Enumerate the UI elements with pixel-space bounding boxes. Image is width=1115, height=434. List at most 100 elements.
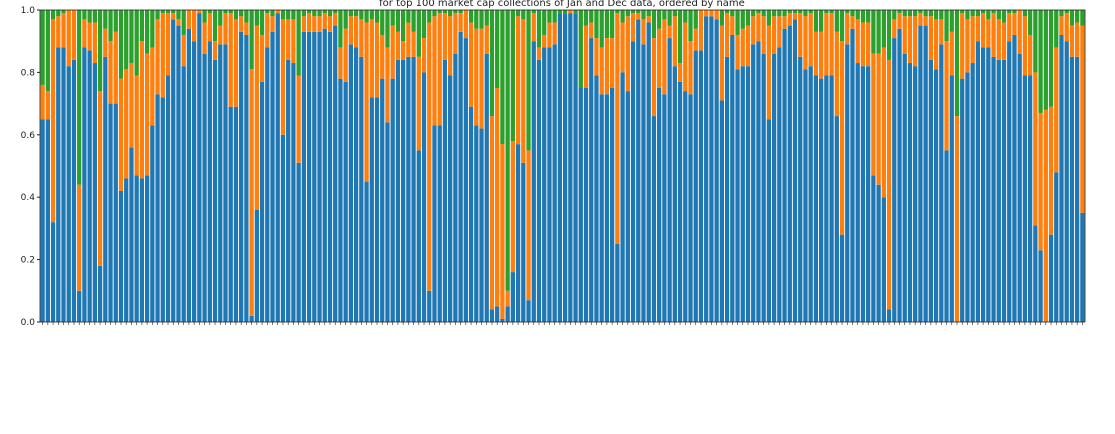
bar-series2 — [400, 41, 406, 60]
bar-series2 — [165, 13, 171, 76]
bar-series2 — [474, 28, 479, 126]
bar-series3 — [448, 10, 453, 17]
bar-series2 — [364, 22, 369, 182]
bar-series1 — [798, 56, 803, 323]
bar-series1 — [913, 66, 918, 322]
bar-series3 — [468, 10, 474, 23]
bar-series2 — [489, 116, 495, 310]
bar-series1 — [824, 75, 829, 323]
bar-series2 — [45, 91, 50, 120]
bar-series3 — [432, 10, 437, 17]
bar-series2 — [1038, 112, 1043, 251]
bar-series1 — [301, 31, 307, 323]
bar-series2 — [902, 16, 907, 54]
bar-series2 — [892, 19, 897, 39]
bar-series1 — [380, 78, 385, 322]
bar-series1 — [333, 25, 338, 322]
bar-series1 — [599, 94, 604, 323]
bar-series2 — [646, 16, 651, 23]
bar-series3 — [40, 10, 45, 85]
bar-series3 — [907, 10, 913, 17]
bar-series1 — [918, 25, 923, 322]
bar-series3 — [636, 10, 641, 14]
bar-series3 — [986, 10, 991, 20]
bar-series2 — [688, 41, 693, 95]
bar-series3 — [301, 10, 307, 17]
bar-series1 — [542, 47, 547, 322]
bar-series1 — [317, 31, 322, 323]
bar-series3 — [1007, 10, 1012, 14]
bar-series2 — [886, 59, 892, 310]
bar-series2 — [662, 19, 667, 95]
bar-series2 — [954, 116, 960, 322]
bar-series3 — [970, 10, 975, 17]
bar-series2 — [254, 25, 259, 210]
bar-series1 — [343, 81, 348, 322]
bar-series3 — [165, 10, 171, 14]
bar-series1 — [113, 103, 118, 322]
bar-series1 — [526, 300, 531, 322]
bar-series2 — [87, 22, 92, 51]
bar-series3 — [77, 10, 82, 185]
bar-series3 — [688, 10, 693, 42]
bar-series2 — [583, 25, 589, 89]
bar-series2 — [390, 25, 395, 79]
bar-series3 — [510, 10, 516, 142]
bar-series3 — [792, 10, 798, 14]
bar-series1 — [1054, 172, 1059, 322]
bar-series1 — [218, 44, 223, 322]
bar-series3 — [808, 10, 813, 14]
bar-series2 — [343, 28, 348, 82]
bar-series3 — [913, 10, 918, 17]
bar-series2 — [693, 28, 698, 51]
bar-series1 — [834, 116, 839, 322]
bar-series2 — [150, 47, 155, 126]
bar-series1 — [1059, 34, 1064, 323]
bar-series3 — [223, 10, 228, 14]
bar-series2 — [265, 13, 270, 48]
bar-series1 — [181, 66, 186, 322]
bar-series3 — [1069, 10, 1075, 26]
bar-series1 — [933, 69, 939, 322]
bar-series2 — [839, 41, 845, 235]
bar-series1 — [155, 94, 160, 323]
bar-series1 — [61, 47, 66, 322]
bar-series1 — [928, 59, 934, 323]
bar-series1 — [515, 144, 521, 322]
bar-series2 — [108, 41, 113, 104]
bar-series2 — [374, 22, 380, 98]
bar-series2 — [777, 16, 782, 48]
bar-series2 — [630, 13, 636, 42]
bar-series2 — [155, 19, 160, 95]
bar-series3 — [756, 10, 761, 14]
bar-series3 — [918, 10, 923, 14]
bar-series2 — [312, 16, 317, 32]
bar-series2 — [1017, 10, 1022, 54]
bar-series2 — [641, 19, 646, 45]
bar-series1 — [165, 75, 171, 323]
bar-series2 — [604, 38, 610, 95]
bar-series3 — [244, 10, 249, 23]
bar-series3 — [50, 10, 56, 20]
y-tick-label: 0.4 — [21, 193, 36, 203]
bar-series3 — [458, 10, 463, 14]
bar-series3 — [479, 10, 484, 29]
bar-series2 — [813, 31, 819, 76]
bar-series1 — [552, 44, 557, 322]
bar-series1 — [719, 100, 725, 322]
bar-series3 — [657, 10, 662, 29]
bar-series1 — [782, 28, 787, 322]
bar-series2 — [223, 13, 228, 45]
bar-series2 — [771, 16, 777, 54]
bar-series2 — [463, 10, 468, 39]
bar-series1 — [902, 53, 907, 323]
bar-series2 — [171, 13, 176, 20]
bar-series1 — [306, 31, 312, 323]
bar-series1 — [766, 119, 772, 322]
bar-series2 — [698, 10, 704, 51]
bar-series3 — [813, 10, 819, 32]
bar-series1 — [996, 59, 1001, 323]
bar-series3 — [270, 10, 275, 17]
bar-series2 — [270, 16, 275, 32]
bar-series2 — [965, 19, 970, 73]
